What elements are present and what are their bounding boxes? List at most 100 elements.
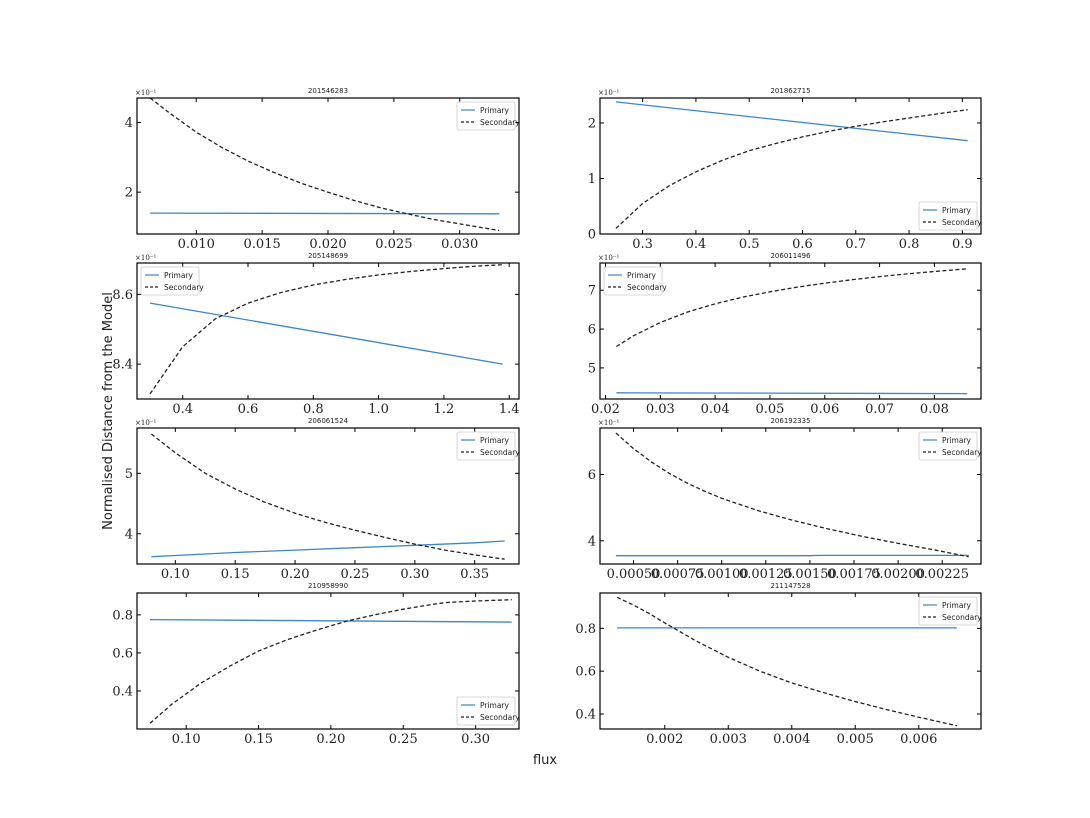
x-tick-label: 0.20	[281, 567, 310, 582]
x-tick-label: 0.07	[865, 402, 894, 417]
legend: Primary Secondary	[918, 201, 982, 231]
plot-frame	[599, 427, 982, 565]
legend-label: Secondary	[942, 613, 982, 622]
legend-label: Primary	[627, 271, 657, 280]
x-tick-label: 0.3	[632, 237, 653, 252]
y-tick-label: 0	[588, 228, 596, 243]
x-tick-label: 1.0	[368, 402, 389, 417]
x-tick-label: 0.020	[309, 237, 346, 252]
x-tick-label: 0.00100	[695, 567, 749, 582]
y-tick-label: 0.8	[575, 622, 596, 637]
figure-xlabel: flux	[533, 753, 557, 768]
legend: Primary Secondary	[918, 431, 982, 461]
x-tick-label: 0.15	[221, 567, 250, 582]
x-tick-label: 0.30	[400, 567, 429, 582]
x-tick-label: 0.7	[845, 237, 866, 252]
series-primary-line	[149, 618, 512, 623]
legend-label: Primary	[942, 601, 972, 610]
subplot-5: 206061524 ×10⁻¹ 0.10 0.15 0.20 0.25 0.30 0.35 4 5…	[125, 417, 521, 582]
series-primary-line	[151, 540, 505, 558]
x-tick-label: 0.006	[900, 732, 937, 747]
x-tick-label: 0.9	[952, 237, 973, 252]
subplot-title: 206061524	[308, 417, 349, 425]
x-tick-label: 0.10	[172, 732, 201, 747]
y-tick-label: 6	[588, 468, 596, 483]
y-tick-label: 4	[125, 527, 133, 542]
legend-box	[918, 201, 978, 231]
figure-ylabel: Normalised Distance from the Model	[101, 292, 116, 530]
x-tick-label: 0.00225	[915, 567, 969, 582]
y-tick-label: 4	[588, 534, 596, 549]
subplot-8: 211147528 0.002 0.003 0.004 0.005 0.006 0.4 0.6…	[575, 582, 982, 747]
subplot-title: 211147528	[770, 582, 810, 590]
subplot-2: 201862715 ×10⁻¹ 0.3 0.4 0.5 0.6 0.7 0.8 0.9 0 1 2 Pr…	[588, 87, 983, 252]
x-tick-label: 0.005	[837, 732, 874, 747]
series-primary-line	[150, 212, 500, 215]
legend-box	[918, 431, 978, 461]
legend: Primary Secondary	[918, 596, 982, 626]
axis-exponent-label: ×10⁻¹	[135, 419, 156, 427]
y-tick-label: 0.6	[112, 646, 133, 661]
y-tick-label: 6	[588, 323, 596, 338]
x-tick-label: 0.02	[591, 402, 620, 417]
x-tick-label: 0.010	[178, 237, 215, 252]
y-tick-label: 2	[125, 186, 133, 201]
plot-frame	[599, 592, 982, 730]
legend-box	[456, 696, 516, 726]
legend-label: Secondary	[480, 448, 520, 457]
x-tick-label: 0.05	[755, 402, 784, 417]
y-tick-label: 2	[588, 116, 596, 131]
series-primary-line	[149, 302, 503, 365]
x-tick-label: 0.003	[710, 732, 747, 747]
legend-label: Primary	[164, 271, 194, 280]
series-secondary-line	[616, 596, 958, 727]
axis-exponent-label: ×10⁻¹	[598, 254, 619, 262]
axis-exponent-label: ×10⁻¹	[598, 419, 619, 427]
y-tick-label: 4	[125, 116, 133, 131]
x-tick-label: 0.00150	[783, 567, 837, 582]
subplot-7: 210958990 0.10 0.15 0.20 0.25 0.30 0.4 0.6 0.8 Pr…	[112, 582, 520, 747]
subplot-title: 201862715	[770, 87, 810, 95]
x-tick-label: 0.025	[375, 237, 412, 252]
series-secondary-line	[149, 264, 503, 395]
x-tick-label: 0.15	[244, 732, 273, 747]
legend-label: Secondary	[164, 283, 204, 292]
x-tick-label: 0.10	[161, 567, 190, 582]
subplot-title: 206192335	[770, 417, 810, 425]
legend: Primary Secondary	[456, 431, 520, 461]
y-tick-label: 1	[588, 172, 596, 187]
x-tick-label: 0.002	[646, 732, 683, 747]
y-tick-label: 7	[588, 284, 596, 299]
x-tick-label: 0.00075	[651, 567, 705, 582]
x-tick-label: 0.04	[701, 402, 730, 417]
x-tick-label: 0.4	[172, 402, 193, 417]
series-primary-line	[616, 392, 968, 395]
axis-exponent-label: ×10⁻¹	[598, 89, 619, 97]
y-tick-label: 5	[588, 361, 596, 376]
x-tick-label: 0.00200	[871, 567, 925, 582]
plot-frame	[599, 97, 982, 235]
legend: Primary Secondary	[456, 696, 520, 726]
legend-label: Secondary	[480, 713, 520, 722]
y-tick-label: 0.8	[112, 608, 133, 623]
y-tick-label: 8.4	[112, 358, 133, 373]
series-secondary-line	[616, 268, 968, 348]
legend: Primary Secondary	[603, 266, 667, 296]
y-tick-label: 5	[125, 467, 133, 482]
legend-label: Primary	[480, 436, 510, 445]
legend-box	[140, 266, 200, 296]
x-tick-label: 0.35	[460, 567, 489, 582]
plot-frame	[136, 262, 520, 400]
x-tick-label: 0.8	[303, 402, 324, 417]
subplot-6: 206192335×10⁻¹0.000500.000750.001000.001…	[588, 417, 983, 582]
legend-label: Secondary	[480, 118, 520, 127]
x-tick-label: 0.25	[340, 567, 369, 582]
y-tick-label: 0.4	[575, 708, 596, 723]
legend-box	[918, 596, 978, 626]
axis-exponent-label: ×10⁻¹	[135, 254, 156, 262]
series-secondary-line	[615, 432, 969, 558]
x-tick-label: 0.8	[899, 237, 920, 252]
x-tick-label: 0.030	[441, 237, 478, 252]
legend-label: Secondary	[942, 218, 982, 227]
